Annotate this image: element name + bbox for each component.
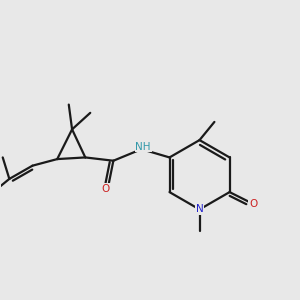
Text: O: O (102, 184, 110, 194)
Text: N: N (196, 204, 203, 214)
Text: O: O (249, 199, 257, 209)
Text: NH: NH (135, 142, 151, 152)
